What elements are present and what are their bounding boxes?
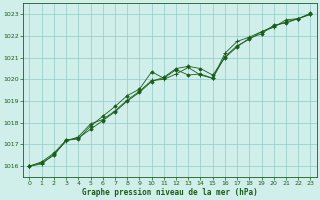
X-axis label: Graphe pression niveau de la mer (hPa): Graphe pression niveau de la mer (hPa)	[82, 188, 258, 197]
